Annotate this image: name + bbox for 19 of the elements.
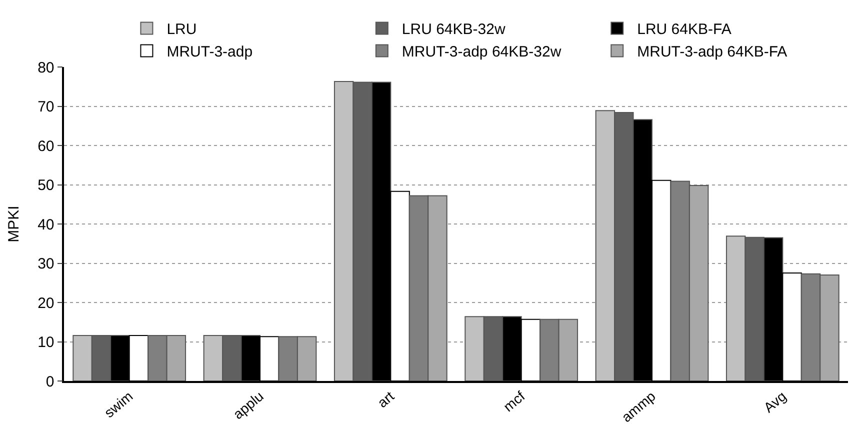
legend-label: LRU: [166, 21, 197, 38]
y-tick-label: 30: [38, 256, 54, 272]
y-tick-label: 70: [38, 98, 54, 116]
y-tick-label: 40: [38, 216, 54, 234]
y-tick-label: 0: [46, 373, 54, 390]
y-tick-label: 50: [38, 177, 54, 194]
y-tick-label: 60: [38, 138, 54, 155]
y-tick-label: 20: [38, 294, 54, 312]
x-tick-label: Avg: [760, 388, 790, 416]
x-tick-label: art: [374, 388, 398, 411]
y-tick-label: 10: [38, 334, 54, 351]
legend-label: MRUT-3-adp 64KB-32w: [402, 44, 562, 61]
x-tick-label: mcf: [500, 388, 528, 415]
legend-label: LRU 64KB-FA: [637, 21, 732, 38]
y-tick-label: 80: [38, 59, 54, 76]
legend-label: LRU 64KB-32w: [402, 21, 506, 38]
y-axis-title: MPKI: [5, 206, 22, 242]
legend-label: MRUT-3-adp: [166, 44, 253, 61]
legend-label: MRUT-3-adp 64KB-FA: [637, 44, 788, 61]
